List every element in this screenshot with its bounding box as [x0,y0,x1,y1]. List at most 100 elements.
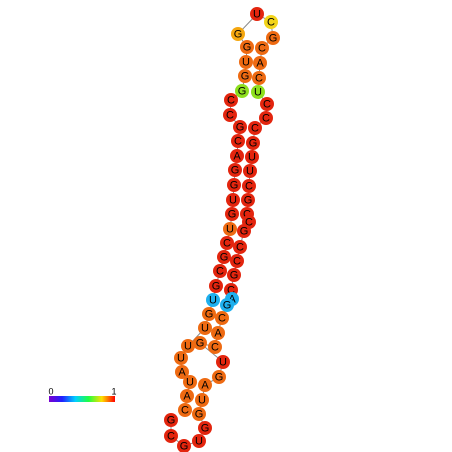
nucleotide-label: C [236,241,244,253]
nucleotide-label: G [231,164,240,176]
nucleotide-label: A [214,327,222,339]
nucleotide-label: C [181,404,189,416]
nucleotide-label: G [238,85,247,97]
nucleotide-circle [183,375,197,389]
nucleotide-label: G [215,371,224,383]
nucleotide-label: C [245,180,253,192]
nucleotide-circle [251,85,265,99]
nucleotide-label: C [218,312,226,324]
nucleotide-label: C [243,208,251,220]
color-bar [49,396,115,402]
nucleotide-circle [252,71,266,85]
nucleotide-circle [255,41,269,55]
nucleotide-circle [260,97,274,111]
nucleotide-label: U [184,340,192,352]
nucleotide-label: U [254,86,262,98]
nucleotide-circle [209,279,223,293]
nucleotide-label: G [249,137,258,149]
nucleotide-circle [198,421,212,435]
nucleotide-circle [228,163,242,177]
nucleotide-label: A [201,379,209,391]
nucleotide-circle [226,193,240,207]
nucleotide-label: G [269,32,278,44]
nucleotide-label: G [212,280,221,292]
nucleotide-circle [217,250,231,264]
nucleotide-label: U [248,151,256,163]
nucleotide-label: G [230,269,239,281]
nucleotide-circle [233,120,247,134]
nucleotide-circle [231,134,245,148]
nucleotides: CAUAUUUGUGCGCUGUGGACGCCGGUGGUCGCACUCCCGU… [164,7,280,452]
nucleotide-circle [248,121,262,135]
nucleotide-label: U [219,356,227,368]
nucleotide-label: G [240,225,249,237]
nucleotide-circle [180,389,194,403]
nucleotide-label: U [253,8,261,20]
nucleotide-label: C [223,237,231,249]
nucleotide-circle [240,40,254,54]
nucleotide-label: G [220,251,229,263]
nucleotide-circle [245,150,259,164]
nucleotide-circle [259,111,273,125]
nucleotide-label: C [255,72,263,84]
nucleotide-circle [198,378,212,392]
scale-max: 1 [111,386,116,396]
nucleotide-circle [177,439,191,452]
scale-min: 0 [48,386,53,396]
nucleotide-label: G [201,422,210,434]
nucleotide-label: G [230,179,239,191]
nucleotide-circle [266,31,280,45]
nucleotide-label: C [234,135,242,147]
nucleotide-label: G [167,414,176,426]
nucleotide-label: A [233,150,241,162]
nucleotide-label: A [183,390,191,402]
nucleotide-label: G [180,440,189,452]
nucleotide-circle [212,370,226,384]
nucleotide-circle [213,264,227,278]
nucleotide-circle [193,336,207,350]
nucleotide-label: C [245,216,253,228]
nucleotide-circle [225,207,239,221]
nucleotide-label: U [226,223,234,235]
nucleotide-circle [181,339,195,353]
nucleotide-label: C [227,284,235,296]
nucleotide-label: C [167,430,175,442]
nucleotide-circle [220,298,234,312]
nucleotide-circle [242,179,256,193]
nucleotide-circle [241,193,255,207]
nucleotide-circle [223,222,237,236]
nucleotide-circle [164,429,178,443]
nucleotide-circle [192,407,206,421]
nucleotide-circle [250,7,264,21]
nucleotide-label: C [262,112,270,124]
nucleotide-label: G [236,121,245,133]
nucleotide-label: A [256,57,264,69]
nucleotide-label: C [216,265,224,277]
nucleotide-label: G [196,337,205,349]
nucleotide-label: G [241,70,250,82]
nucleotide-label: U [242,56,250,68]
nucleotide-circle [224,93,238,107]
nucleotide-circle [235,84,249,98]
nucleotide-circle [208,340,222,354]
nucleotide-circle [230,254,244,268]
nucleotide-circle [192,434,206,448]
nucleotide-label: U [198,394,206,406]
nucleotide-label: C [233,255,241,267]
nucleotide-circle [237,224,251,238]
nucleotide-label: G [223,299,232,311]
nucleotide-label: U [209,294,217,306]
nucleotide-circle [233,240,247,254]
nucleotide-circle [223,108,237,122]
nucleotide-circle [202,307,216,321]
nucleotide-label: C [226,109,234,121]
nucleotide-circle [246,136,260,150]
nucleotide-label: U [177,352,185,364]
nucleotide-circle [195,393,209,407]
nucleotide-label: U [201,322,209,334]
nucleotide-circle [231,27,245,41]
nucleotide-label: C [251,122,259,134]
nucleotide-circle [215,311,229,325]
nucleotide-circle [175,365,189,379]
